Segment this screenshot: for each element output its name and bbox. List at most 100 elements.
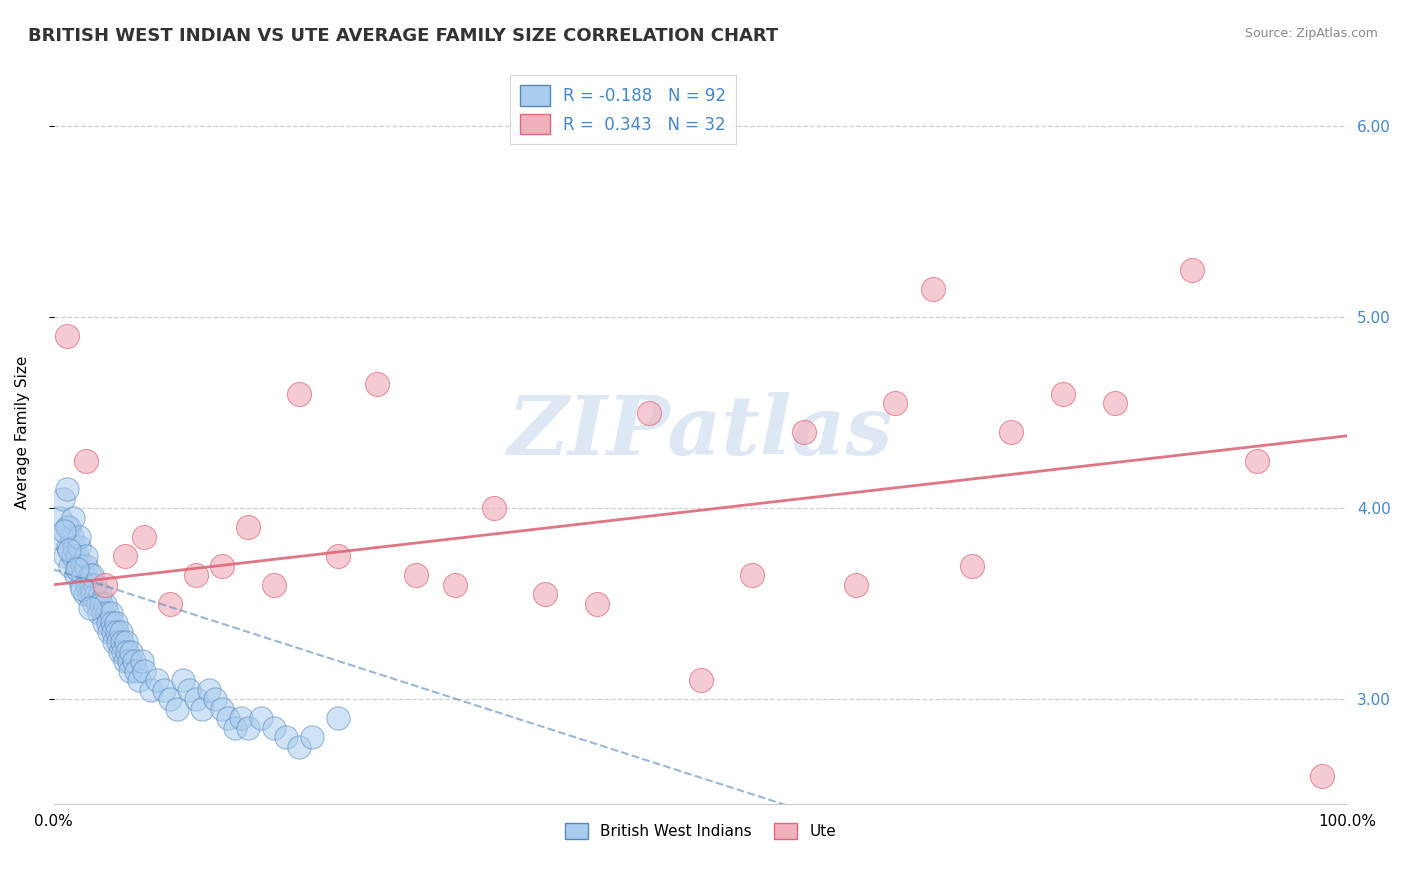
Point [69, 530, 91, 544]
Point [534, 587, 557, 601]
Point [120, 644, 142, 658]
Point [637, 406, 659, 420]
Point [82, 568, 104, 582]
Point [134, 664, 156, 678]
Point [159, 692, 181, 706]
Point [105, 625, 128, 640]
Point [53, 549, 76, 563]
Point [108, 644, 131, 658]
Point [69, 540, 91, 554]
Point [86, 597, 108, 611]
Point [60, 530, 83, 544]
Point [118, 654, 141, 668]
Point [94, 597, 117, 611]
Point [184, 692, 207, 706]
Point [741, 568, 763, 582]
Point [236, 721, 259, 735]
Point [110, 625, 132, 640]
Point [96, 607, 118, 621]
Point [91, 607, 114, 621]
Point [1052, 386, 1074, 401]
Point [1310, 769, 1333, 783]
Point [55, 482, 77, 496]
Point [198, 682, 221, 697]
Point [184, 568, 207, 582]
Point [75, 549, 97, 563]
Point [115, 635, 138, 649]
Point [70, 582, 93, 596]
Point [82, 587, 104, 601]
Point [114, 549, 136, 563]
Point [586, 597, 609, 611]
Point [77, 587, 100, 601]
Point [84, 578, 107, 592]
Point [63, 540, 86, 554]
Point [114, 654, 136, 668]
Point [101, 625, 124, 640]
Point [52, 524, 75, 539]
Point [249, 711, 271, 725]
Point [122, 654, 145, 668]
Point [58, 543, 80, 558]
Point [166, 702, 188, 716]
Point [101, 615, 124, 630]
Point [98, 625, 121, 640]
Point [328, 711, 350, 725]
Point [97, 615, 120, 630]
Point [87, 607, 110, 621]
Point [66, 549, 89, 563]
Point [79, 568, 101, 582]
Point [93, 615, 115, 630]
Point [52, 491, 75, 506]
Point [84, 587, 107, 601]
Point [328, 549, 350, 563]
Point [301, 731, 323, 745]
Point [152, 682, 174, 697]
Point [75, 453, 97, 467]
Point [146, 673, 169, 688]
Point [217, 711, 239, 725]
Point [443, 578, 465, 592]
Point [49, 511, 72, 525]
Point [58, 520, 80, 534]
Point [107, 635, 129, 649]
Point [883, 396, 905, 410]
Point [67, 558, 90, 573]
Y-axis label: Average Family Size: Average Family Size [15, 355, 30, 508]
Point [179, 682, 201, 697]
Point [1104, 396, 1126, 410]
Point [65, 568, 87, 582]
Point [231, 711, 253, 725]
Text: Source: ZipAtlas.com: Source: ZipAtlas.com [1244, 27, 1378, 40]
Point [922, 282, 945, 296]
Point [172, 673, 194, 688]
Point [73, 587, 96, 601]
Point [960, 558, 983, 573]
Point [125, 664, 148, 678]
Point [66, 562, 89, 576]
Point [46, 530, 69, 544]
Point [100, 607, 122, 621]
Point [104, 615, 127, 630]
Point [111, 635, 134, 649]
Point [276, 731, 298, 745]
Point [134, 530, 156, 544]
Legend: British West Indians, Ute: British West Indians, Ute [558, 817, 842, 845]
Point [90, 597, 112, 611]
Point [62, 511, 84, 525]
Point [80, 578, 103, 592]
Point [128, 673, 150, 688]
Point [112, 644, 135, 658]
Point [94, 578, 117, 592]
Point [236, 520, 259, 534]
Text: ZIPatlas: ZIPatlas [508, 392, 893, 472]
Point [139, 682, 162, 697]
Point [117, 644, 139, 658]
Point [76, 578, 98, 592]
Point [56, 540, 79, 554]
Point [55, 520, 77, 534]
Point [69, 578, 91, 592]
Point [224, 721, 246, 735]
Point [131, 654, 153, 668]
Point [62, 549, 84, 563]
